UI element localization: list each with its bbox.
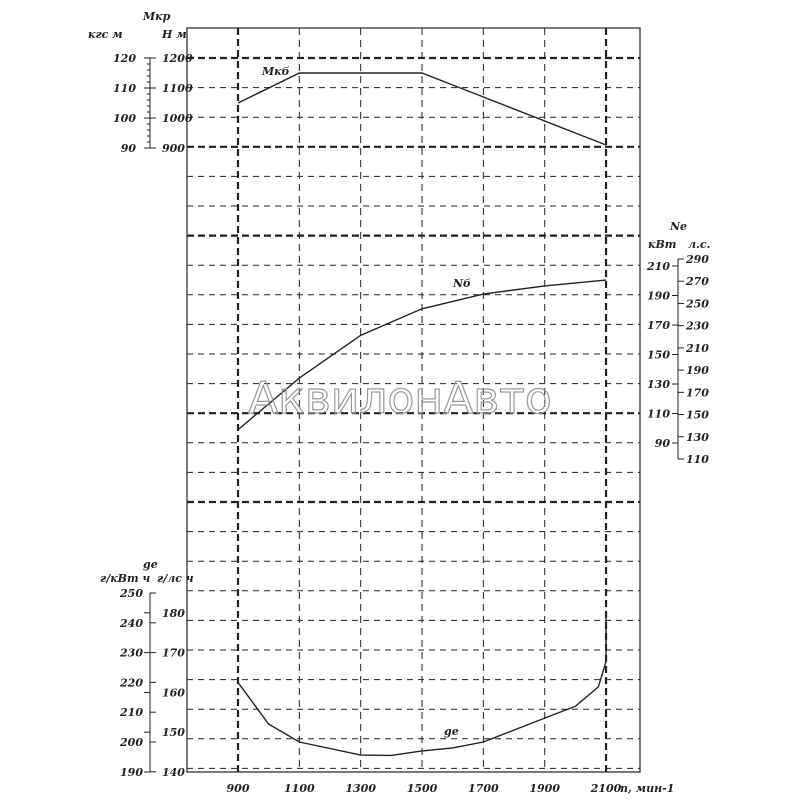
fuel-kwh-tick-label: 200 [119, 736, 143, 749]
torque-kgfm-tick-label: 120 [113, 52, 136, 65]
x-tick-label: 900 [227, 782, 250, 795]
power-kw-tick-label: 150 [647, 349, 670, 362]
frame-rect [186, 27, 641, 773]
fuel-unit-hph: г/лс ч [157, 572, 194, 585]
power-kw-tick-label: 110 [647, 408, 670, 421]
fuel-kwh-tick-label: 250 [119, 587, 143, 600]
x-tick-label: 2100 [590, 782, 622, 795]
power-hp-tick-label: 130 [686, 431, 709, 444]
x-tick-label: 1500 [407, 782, 438, 795]
torque-nm-tick-label: 900 [162, 142, 185, 155]
torque-curve [237, 72, 607, 146]
power-hp-tick-label: 190 [686, 364, 709, 377]
fuel-hph-tick-label: 180 [162, 607, 185, 620]
power-kw-tick-label: 130 [647, 378, 670, 391]
power-kw-tick-label: 170 [647, 319, 670, 332]
x-axis-label: n, мин-1 [620, 782, 674, 795]
x-tick-label: 1900 [529, 782, 560, 795]
x-tick-label: 1300 [345, 782, 376, 795]
fuel-hph-tick-label: 170 [162, 647, 185, 660]
fuel-kwh-tick-label: 220 [119, 676, 143, 689]
torque-nm-tick-label: 1200 [162, 52, 193, 65]
fuel-hph-tick-label: 160 [162, 686, 185, 699]
x-tick-label: 1700 [468, 782, 499, 795]
fuel-unit-kwh: г/кВт ч [100, 572, 150, 585]
power-hp-tick-label: 230 [685, 320, 709, 333]
fuel-consumption-curve [237, 610, 607, 757]
power-hp-tick-label: 110 [686, 453, 709, 466]
power-unit-hp: л.с. [688, 238, 711, 251]
power-unit-kw: кВт [648, 238, 676, 251]
power-curve [237, 279, 607, 431]
power-kw-tick-label: 210 [646, 260, 670, 273]
fuel-curve-label: ge [444, 725, 459, 738]
fuel-kwh-tick-label: 240 [119, 617, 143, 630]
power-hp-tick-label: 170 [686, 386, 709, 399]
plot-frame [186, 27, 641, 773]
watermark: АквилонАвто [248, 373, 552, 424]
power-axis-title: Ne [669, 220, 687, 233]
grid [187, 28, 640, 772]
fuel-kwh-tick-label: 210 [119, 706, 143, 719]
power-kw-tick-label: 190 [647, 290, 670, 303]
power-hp-tick-label: 290 [685, 253, 709, 266]
power-hp-tick-label: 250 [685, 297, 709, 310]
torque-nm-tick-label: 1100 [162, 82, 193, 95]
torque-axis-title: Mкр [142, 10, 171, 23]
torque-kgfm-tick-label: 100 [113, 112, 136, 125]
power-hp-tick-label: 150 [686, 409, 709, 422]
torque-nm-tick-label: 1000 [162, 112, 193, 125]
fuel-hph-tick-label: 140 [162, 766, 185, 779]
fuel-hph-tick-label: 150 [162, 726, 185, 739]
power-curve-label: Nб [452, 277, 471, 290]
fuel-kwh-tick-label: 190 [120, 766, 143, 779]
curves: Mкб Nб ge [237, 65, 607, 757]
torque-unit-kgfm: кгс м [88, 28, 123, 41]
fuel-kwh-tick-label: 230 [119, 647, 143, 660]
torque-unit-nm: Н м [161, 28, 187, 41]
torque-curve-label: Mкб [261, 65, 290, 78]
power-hp-tick-label: 270 [685, 275, 709, 288]
x-tick-label: 1100 [284, 782, 315, 795]
power-kw-tick-label: 90 [655, 437, 671, 450]
power-hp-tick-label: 210 [685, 342, 709, 355]
fuel-axis-title: ge [143, 558, 158, 571]
torque-kgfm-tick-label: 90 [121, 142, 137, 155]
torque-kgfm-tick-label: 110 [113, 82, 136, 95]
